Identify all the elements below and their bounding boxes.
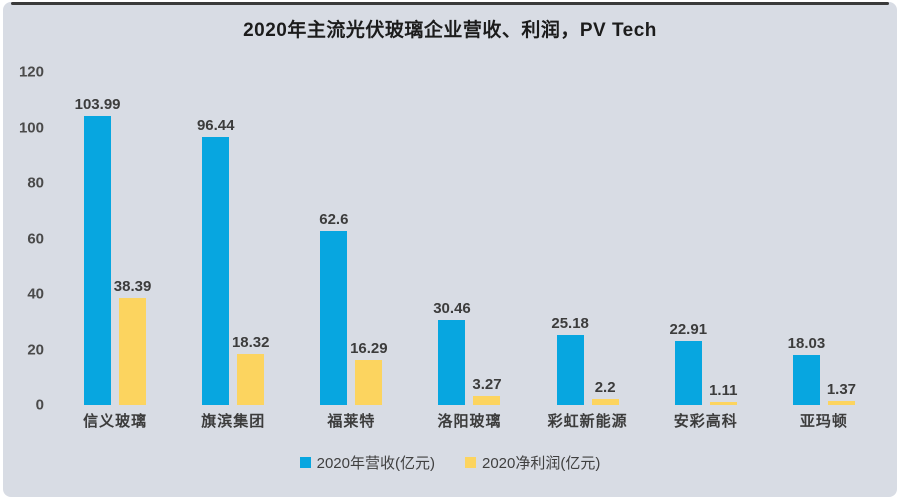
chart-title: 2020年主流光伏玻璃企业营收、利润，PV Tech xyxy=(243,20,657,41)
legend-item-revenue: 2020年营收(亿元) xyxy=(299,452,435,473)
bar-group: 103.99 38.39 xyxy=(56,72,174,405)
revenue-bar xyxy=(320,231,348,405)
profit-bar-wrap: 2.2 xyxy=(591,378,619,405)
revenue-bar-wrap: 22.91 xyxy=(670,321,707,405)
legend-item-profit: 2020净利润(亿元) xyxy=(465,452,600,473)
profit-bar xyxy=(355,359,383,405)
profit-bar xyxy=(473,395,501,405)
bar-value-label: 18.32 xyxy=(231,334,270,352)
y-axis: 0 20 40 60 80 100 120 xyxy=(3,64,56,414)
y-axis-tick: 120 xyxy=(18,63,44,81)
profit-bar-wrap: 16.29 xyxy=(350,340,388,405)
bar-value-label: 16.29 xyxy=(350,339,388,357)
bar-group: 22.91 1.11 xyxy=(647,72,765,405)
category-label: 彩虹新能源 xyxy=(547,413,628,430)
revenue-bar xyxy=(792,354,820,405)
legend-label-revenue: 2020年营收(亿元) xyxy=(316,455,435,472)
revenue-bar-wrap: 18.03 xyxy=(788,335,825,405)
category-label: 旗滨集团 xyxy=(201,413,266,430)
revenue-bar-wrap: 30.46 xyxy=(433,300,471,405)
bar-value-label: 25.18 xyxy=(551,315,589,333)
bar-group: 62.6 16.29 xyxy=(292,72,410,405)
revenue-bar xyxy=(674,341,702,405)
revenue-bar xyxy=(202,137,230,405)
category-label: 亚玛顿 xyxy=(799,413,848,430)
bar-value-label: 2.2 xyxy=(594,378,616,396)
profit-bar xyxy=(119,298,147,405)
profit-bar xyxy=(591,398,619,405)
bar-group: 96.44 18.32 xyxy=(174,72,292,405)
profit-bar-wrap: 3.27 xyxy=(472,375,502,405)
category-label: 信义玻璃 xyxy=(83,413,148,430)
revenue-bar-wrap: 103.99 xyxy=(75,96,121,405)
bar-value-label: 1.11 xyxy=(709,381,738,399)
x-axis: 信义玻璃 旗滨集团 福莱特 洛阳玻璃 彩虹新能源 安彩高科 亚玛顿 xyxy=(56,410,883,431)
bar-value-label: 96.44 xyxy=(196,117,235,135)
revenue-bar-wrap: 25.18 xyxy=(551,315,589,405)
category-label: 安彩高科 xyxy=(673,413,738,430)
bar-value-label: 30.46 xyxy=(433,300,471,318)
category-label: 福莱特 xyxy=(327,413,376,430)
profit-bar-wrap: 38.39 xyxy=(114,278,151,405)
y-axis-tick: 40 xyxy=(27,285,44,303)
profit-bar-wrap: 1.11 xyxy=(709,381,738,405)
revenue-bar xyxy=(556,335,584,405)
revenue-bar-wrap: 62.6 xyxy=(319,211,349,405)
legend-label-profit: 2020净利润(亿元) xyxy=(482,455,601,472)
bar-value-label: 1.37 xyxy=(826,381,857,399)
revenue-swatch-icon xyxy=(299,457,311,468)
chart-body: 0 20 40 60 80 100 120 103.99 38.39 96.44 18.32 62.… xyxy=(3,64,883,414)
category-label: 洛阳玻璃 xyxy=(437,413,502,430)
y-axis-tick: 100 xyxy=(18,119,44,136)
bar-group: 18.03 1.37 xyxy=(765,72,883,405)
bar-value-label: 38.39 xyxy=(113,278,152,296)
bar-group: 25.18 2.2 xyxy=(529,72,647,405)
bar-value-label: 103.99 xyxy=(74,96,121,114)
plot-area: 103.99 38.39 96.44 18.32 62.6 16.29 30.46 3.27 2… xyxy=(56,72,883,405)
bar-value-label: 62.6 xyxy=(319,211,349,229)
y-axis-tick: 0 xyxy=(35,396,44,414)
profit-bar xyxy=(827,401,855,405)
top-border-line xyxy=(11,2,889,5)
revenue-bar-wrap: 96.44 xyxy=(197,117,234,405)
revenue-bar xyxy=(84,116,112,405)
bar-value-label: 22.91 xyxy=(669,321,708,339)
revenue-bar xyxy=(438,320,466,405)
profit-swatch-icon xyxy=(465,457,476,468)
profit-bar-wrap: 1.37 xyxy=(826,381,857,405)
y-axis-tick: 20 xyxy=(27,341,44,358)
bar-value-label: 3.27 xyxy=(472,375,502,393)
y-axis-tick: 80 xyxy=(27,174,44,192)
profit-bar-wrap: 18.32 xyxy=(232,334,269,405)
bar-value-label: 18.03 xyxy=(787,334,826,352)
chart-panel: 2020年主流光伏玻璃企业营收、利润，PV Tech 0 20 40 60 80 100 1… xyxy=(3,2,897,497)
bar-group: 30.46 3.27 xyxy=(410,72,528,405)
profit-bar xyxy=(237,354,265,405)
profit-bar xyxy=(709,401,737,405)
legend: 2020年营收(亿元) 2020净利润(亿元) xyxy=(3,452,897,473)
y-axis-tick: 60 xyxy=(27,230,44,247)
